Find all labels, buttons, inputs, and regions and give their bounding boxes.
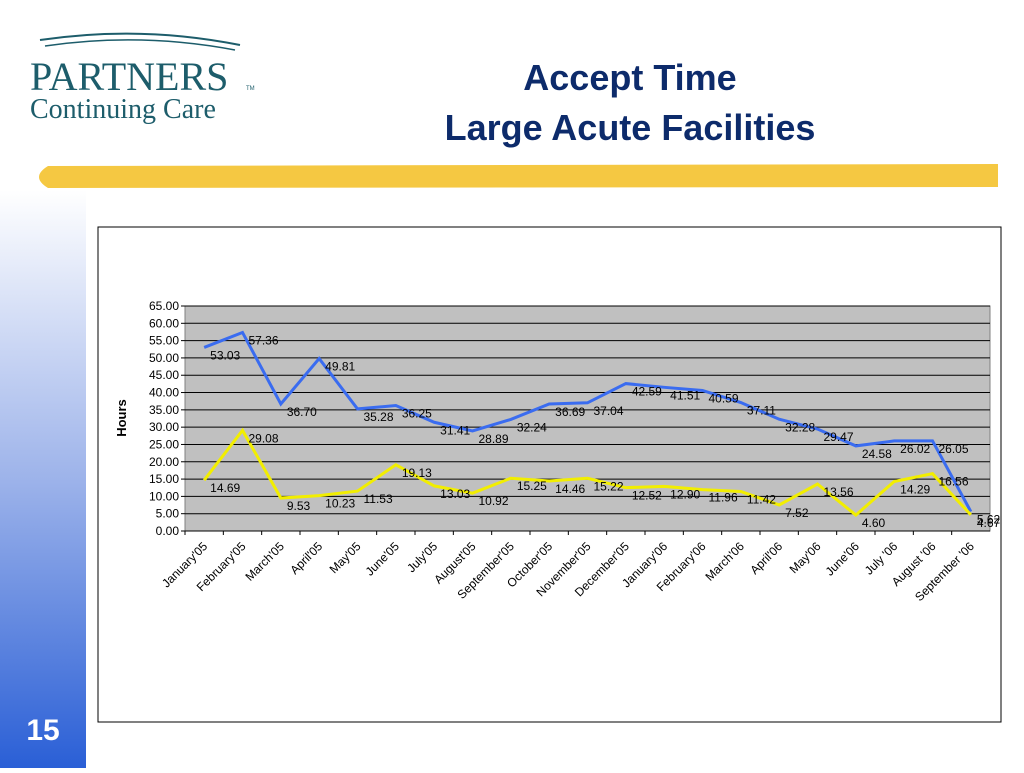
data-label: 5.62	[977, 513, 1001, 527]
data-label: 36.69	[555, 405, 585, 419]
data-label: 24.58	[862, 447, 892, 461]
y-tick-label: 50.00	[149, 351, 179, 365]
plot-area	[184, 305, 991, 532]
y-tick-label: 55.00	[149, 334, 179, 348]
data-label: 37.04	[594, 404, 624, 418]
y-tick-label: 25.00	[149, 437, 179, 451]
data-label: 49.81	[325, 360, 355, 374]
data-label: 26.02	[900, 442, 930, 456]
data-label: 32.24	[517, 420, 547, 434]
logo-tm: TM	[246, 86, 255, 92]
data-label: 16.56	[939, 475, 969, 489]
logo-name: PARTNERS	[30, 54, 228, 99]
data-label: 14.69	[210, 481, 240, 495]
data-label: 13.03	[440, 487, 470, 501]
data-label: 14.46	[555, 482, 585, 496]
y-tick-label: 45.00	[149, 368, 179, 382]
y-tick-label: 35.00	[149, 403, 179, 417]
logo-arc	[44, 39, 236, 51]
series-line	[203, 330, 973, 513]
y-tick-label: 30.00	[149, 420, 179, 434]
data-label: 36.25	[402, 407, 432, 421]
y-tick-label: 60.00	[149, 316, 179, 330]
data-label: 11.96	[709, 491, 738, 505]
data-label: 10.23	[325, 497, 355, 511]
data-label: 4.60	[862, 516, 886, 530]
data-label: 40.59	[709, 391, 739, 405]
data-label: 15.25	[517, 479, 547, 493]
data-label: 10.92	[479, 494, 509, 508]
data-label: 11.42	[747, 492, 776, 506]
slide-number: 15	[26, 714, 59, 747]
data-label: 19.13	[402, 466, 432, 480]
data-label: 15.22	[594, 479, 624, 493]
data-label: 14.29	[900, 483, 930, 497]
y-tick-label: 5.00	[156, 507, 180, 521]
data-label: 26.05	[939, 442, 969, 456]
data-label: 29.47	[824, 430, 854, 444]
data-label: 35.28	[364, 410, 394, 424]
data-label: 4.67	[977, 516, 1001, 530]
logo-arc	[39, 32, 241, 46]
data-label: 36.70	[287, 405, 317, 419]
data-label: 9.53	[287, 499, 311, 513]
y-tick-label: 40.00	[149, 386, 179, 400]
y-axis-label: Hours	[114, 399, 129, 437]
y-tick-label: 0.00	[156, 524, 180, 538]
data-label: 37.11	[747, 404, 776, 418]
y-tick-label: 20.00	[149, 455, 179, 469]
data-label: 12.52	[632, 489, 662, 503]
data-label: 13.56	[824, 485, 854, 499]
data-label: 12.90	[670, 487, 700, 501]
logo-tagline: Continuing Care	[30, 94, 216, 125]
side-bar	[0, 190, 86, 768]
data-label: 42.59	[632, 385, 662, 399]
y-tick-label: 65.00	[149, 299, 179, 313]
y-tick-label: 10.00	[149, 489, 179, 503]
data-label: 57.36	[249, 333, 279, 347]
data-label: 28.89	[479, 432, 509, 446]
data-label: 11.53	[364, 492, 393, 506]
subtitle: Large Acute Facilities	[445, 107, 816, 148]
data-label: 32.28	[785, 420, 815, 434]
y-tick-label: 15.00	[149, 472, 179, 486]
data-label: 7.52	[785, 506, 809, 520]
data-label: 53.03	[210, 348, 240, 362]
series-line	[202, 427, 972, 518]
divider-bar	[39, 164, 998, 188]
data-label: 41.51	[670, 388, 700, 402]
title: Accept Time	[523, 57, 736, 98]
data-label: 29.08	[249, 431, 279, 445]
data-label: 31.41	[440, 423, 470, 437]
